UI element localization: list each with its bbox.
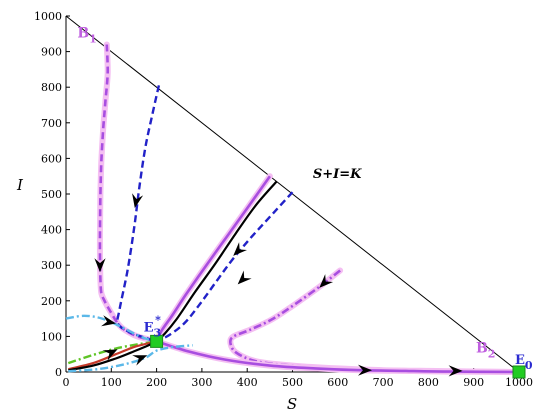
y-tick-label: 800 xyxy=(41,81,62,94)
trajectory-halo-6 xyxy=(227,267,522,375)
trajectory-purple_solid-3 xyxy=(155,175,271,342)
trajectory-blue_dashed-2 xyxy=(116,85,161,343)
y-tick-label: 700 xyxy=(41,117,62,130)
trajectory-green_dashdot-9 xyxy=(67,340,157,365)
x-tick-label: 500 xyxy=(282,376,303,389)
annotation-label-2: S+I=K xyxy=(313,167,362,182)
arrow-layer xyxy=(94,193,463,377)
direction-arrow-8 xyxy=(358,364,372,376)
x-tick-label: 300 xyxy=(191,376,212,389)
y-tick-label: 300 xyxy=(41,259,62,272)
direction-arrow-7 xyxy=(132,355,148,366)
x-tick-label: 900 xyxy=(463,376,484,389)
trajectory-halo-1 xyxy=(96,41,160,345)
plot-area: 0 100 200 300 400 500 600 700 800 900 1000 0 100 200 3… xyxy=(34,10,533,389)
trajectory-cyan_dashdot-12 xyxy=(68,344,193,373)
equilibria-layer: E3*E0 xyxy=(144,313,533,379)
direction-arrow-1 xyxy=(132,193,144,208)
direction-arrow-9 xyxy=(448,365,463,377)
x-tick-label: 100 xyxy=(101,376,122,389)
y-tick-label: 600 xyxy=(41,152,62,165)
y-tick-label: 200 xyxy=(41,295,62,308)
y-tick-label: 1000 xyxy=(34,10,62,23)
trajectory-black_solid-11 xyxy=(68,340,158,372)
y-tick-label: 900 xyxy=(41,46,62,59)
annotation-label-1: B2 xyxy=(476,340,496,360)
direction-arrow-6 xyxy=(102,349,118,361)
equilibrium-marker-1 xyxy=(512,365,526,379)
trajectory-blue_dashed-5 xyxy=(156,191,294,343)
annotation-label-0: B1 xyxy=(77,25,97,45)
direction-arrow-3 xyxy=(237,270,252,285)
direction-arrow-4 xyxy=(319,274,334,288)
direction-arrow-0 xyxy=(94,258,106,273)
x-tick-label: 200 xyxy=(146,376,167,389)
trajectory-purple_solid-8 xyxy=(156,340,520,374)
equilibrium-marker-0 xyxy=(150,334,164,348)
boundary-line xyxy=(65,15,520,373)
equilibrium-label-0: E3* xyxy=(144,313,162,339)
y-tick-label: 0 xyxy=(55,366,62,379)
trajectory-red_solid-10 xyxy=(68,340,157,371)
x-tick-label: 1000 xyxy=(505,376,533,389)
y-tick-label: 500 xyxy=(41,188,62,201)
x-axis-label: S xyxy=(287,395,297,413)
direction-arrow-5 xyxy=(101,315,116,327)
x-tick-label: 800 xyxy=(418,376,439,389)
trajectory-black_solid-4 xyxy=(155,180,278,343)
y-tick-label: 100 xyxy=(41,330,62,343)
x-tick-label: 700 xyxy=(373,376,394,389)
y-axis-label: I xyxy=(16,176,24,194)
x-tick-label: 0 xyxy=(63,376,70,389)
x-tick-label: 400 xyxy=(237,376,258,389)
x-tick-label: 600 xyxy=(327,376,348,389)
y-tick-label: 400 xyxy=(41,224,62,237)
series-layer xyxy=(65,15,522,375)
direction-arrow-2 xyxy=(233,242,247,256)
